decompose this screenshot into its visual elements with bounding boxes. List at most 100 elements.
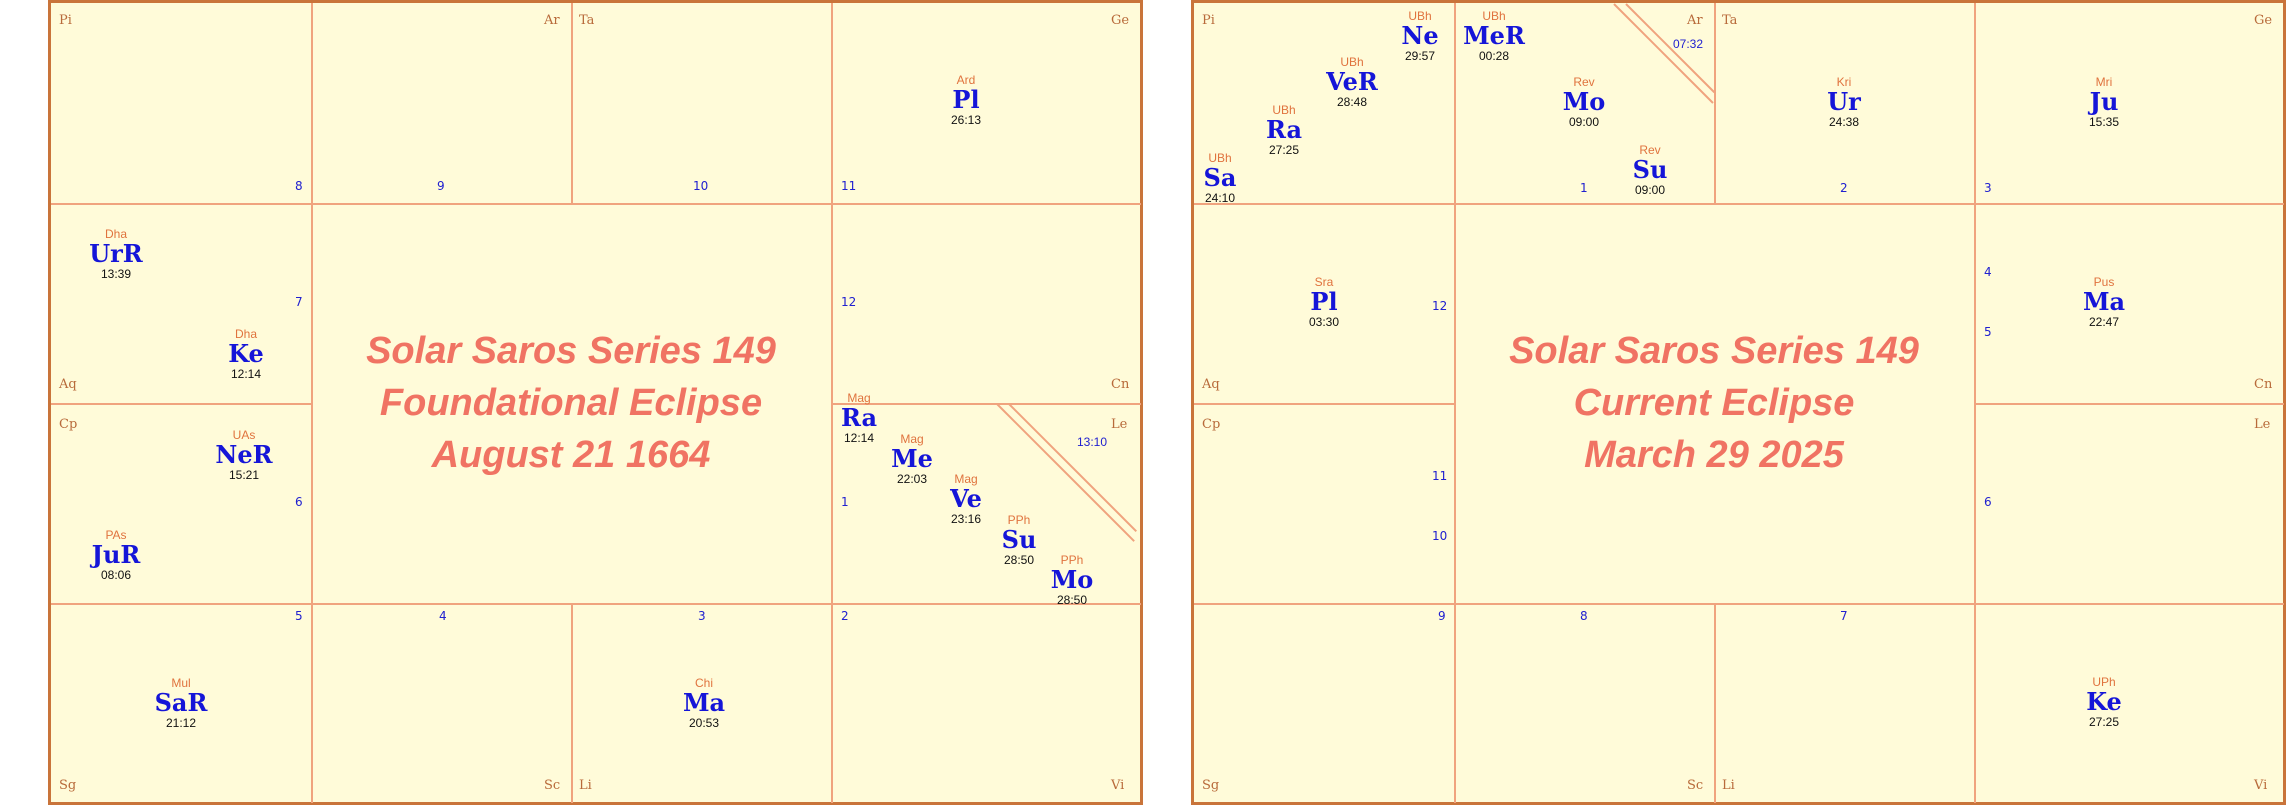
planet-ur: Kri Ur 24:38: [1827, 75, 1861, 129]
grid-line: [311, 3, 313, 803]
planet-degree: 28:48: [1336, 95, 1368, 109]
title-line-3: March 29 2025: [1584, 434, 1844, 476]
house-number: 5: [295, 609, 303, 623]
sign-ar: Ar: [1687, 13, 1703, 28]
planet-name: UrR: [89, 239, 143, 268]
planet-degree: 03:30: [1308, 315, 1340, 329]
nakshatra: Dha: [234, 327, 258, 341]
planet-name: SaR: [154, 688, 208, 717]
planet-sar: Mul SaR 21:12: [155, 676, 208, 730]
house-number: 9: [1438, 609, 1446, 623]
nakshatra: UBh: [1208, 151, 1232, 165]
grid-line: [1454, 3, 1456, 803]
planet-name: Ma: [682, 688, 726, 717]
planet-ju: Mri Ju 15:35: [2089, 75, 2119, 129]
ascendant-degree: 07:32: [1673, 37, 1704, 51]
house-number: 12: [1432, 299, 1448, 313]
house-number: 1: [1580, 181, 1588, 195]
nakshatra: Rev: [1639, 143, 1661, 157]
sign-vi: Vi: [2254, 778, 2268, 793]
planet-name: Ne: [1401, 21, 1439, 50]
planet-name: Sa: [1203, 163, 1237, 192]
sign-aq: Aq: [1202, 377, 1220, 392]
planet-name: Ra: [840, 403, 878, 432]
house-number: 9: [437, 179, 445, 193]
title-line-3: August 21 1664: [431, 434, 711, 476]
nakshatra: PPh: [1007, 513, 1031, 527]
planet-urr: Dha UrR 13:39: [89, 227, 143, 281]
planet-degree: 09:00: [1634, 183, 1666, 197]
planet-name: Mo: [1562, 87, 1606, 116]
sign-cp: Cp: [59, 417, 78, 432]
planet-jur: PAs JuR 08:06: [92, 528, 141, 582]
nakshatra: Mag: [847, 391, 871, 405]
grid-line: [51, 203, 1141, 205]
planet-degree: 26:13: [950, 113, 982, 127]
house-number: 10: [1432, 529, 1448, 543]
sign-ge: Ge: [2254, 13, 2273, 28]
planet-ra: UBh Ra 27:25: [1266, 103, 1302, 157]
nakshatra: Mag: [954, 472, 978, 486]
planet-su: PPh Su 28:50: [1002, 513, 1037, 567]
sign-li: Li: [579, 778, 592, 793]
nakshatra: UBh: [1272, 103, 1296, 117]
planet-mer: UBh MeR 00:28: [1463, 9, 1525, 63]
house-number: 7: [1840, 609, 1848, 623]
house-number: 4: [439, 609, 447, 623]
sign-ta: Ta: [579, 13, 595, 28]
title-line-2: Current Eclipse: [1573, 382, 1855, 424]
planet-degree: 09:00: [1568, 115, 1600, 129]
house-number: 11: [1432, 469, 1448, 483]
title-line-1: Solar Saros Series 149: [366, 330, 776, 372]
house-number: 1: [841, 495, 849, 509]
grid-line: [51, 603, 1141, 605]
grid-line: [51, 403, 311, 405]
nakshatra: Ard: [956, 73, 976, 87]
planet-degree: 20:53: [688, 716, 720, 730]
house-number: 10: [693, 179, 709, 193]
planet-degree: 27:25: [2088, 715, 2120, 729]
house-number: 8: [1580, 609, 1588, 623]
sign-pi: Pi: [1202, 13, 1215, 28]
planet-ke: Dha Ke 12:14: [228, 327, 264, 381]
planet-name: Ju: [2089, 87, 2119, 116]
nakshatra: Chi: [694, 676, 713, 690]
planet-ma: Chi Ma 20:53: [683, 676, 725, 730]
planet-me: Mag Me 22:03: [891, 432, 933, 486]
planet-name: Su: [1001, 525, 1037, 554]
planet-degree: 12:14: [843, 431, 875, 445]
planet-degree: 28:50: [1056, 593, 1088, 607]
sign-pi: Pi: [59, 13, 72, 28]
nakshatra: Dha: [104, 227, 127, 241]
planet-name: MeR: [1463, 21, 1525, 50]
planet-degree: 12:14: [230, 367, 262, 381]
title-line-1: Solar Saros Series 149: [1509, 330, 1919, 372]
planet-name: Su: [1632, 155, 1668, 184]
house-number: 3: [698, 609, 706, 623]
natal-chart-current: Solar Saros Series 149 Current Eclipse M…: [1191, 0, 2286, 805]
grid-line: [1974, 403, 2284, 405]
planet-mo: Rev Mo 09:00: [1563, 75, 1606, 129]
planet-degree: 22:03: [896, 472, 928, 486]
planet-degree: 21:12: [165, 716, 197, 730]
planet-degree: 24:38: [1828, 115, 1860, 129]
nakshatra: Kri: [1836, 75, 1852, 89]
sign-sg: Sg: [1202, 778, 1220, 793]
nakshatra: Rev: [1573, 75, 1595, 89]
planet-name: Mo: [1050, 565, 1094, 594]
planet-name: Pl: [952, 85, 980, 114]
house-number: 2: [1840, 181, 1848, 195]
house-number: 7: [295, 295, 303, 309]
planet-degree: 29:57: [1404, 49, 1436, 63]
sign-sc: Sc: [1687, 778, 1704, 793]
sign-cn: Cn: [1111, 377, 1130, 392]
house-number: 2: [841, 609, 849, 623]
planet-degree: 24:10: [1204, 191, 1236, 205]
sign-le: Le: [2254, 417, 2271, 432]
planet-name: VeR: [1326, 67, 1378, 96]
planet-degree: 15:21: [228, 468, 260, 482]
sign-aq: Aq: [59, 377, 77, 392]
planet-ma: Pus Ma 22:47: [2083, 275, 2125, 329]
nakshatra: UPh: [2092, 675, 2116, 689]
sign-vi: Vi: [1111, 778, 1125, 793]
